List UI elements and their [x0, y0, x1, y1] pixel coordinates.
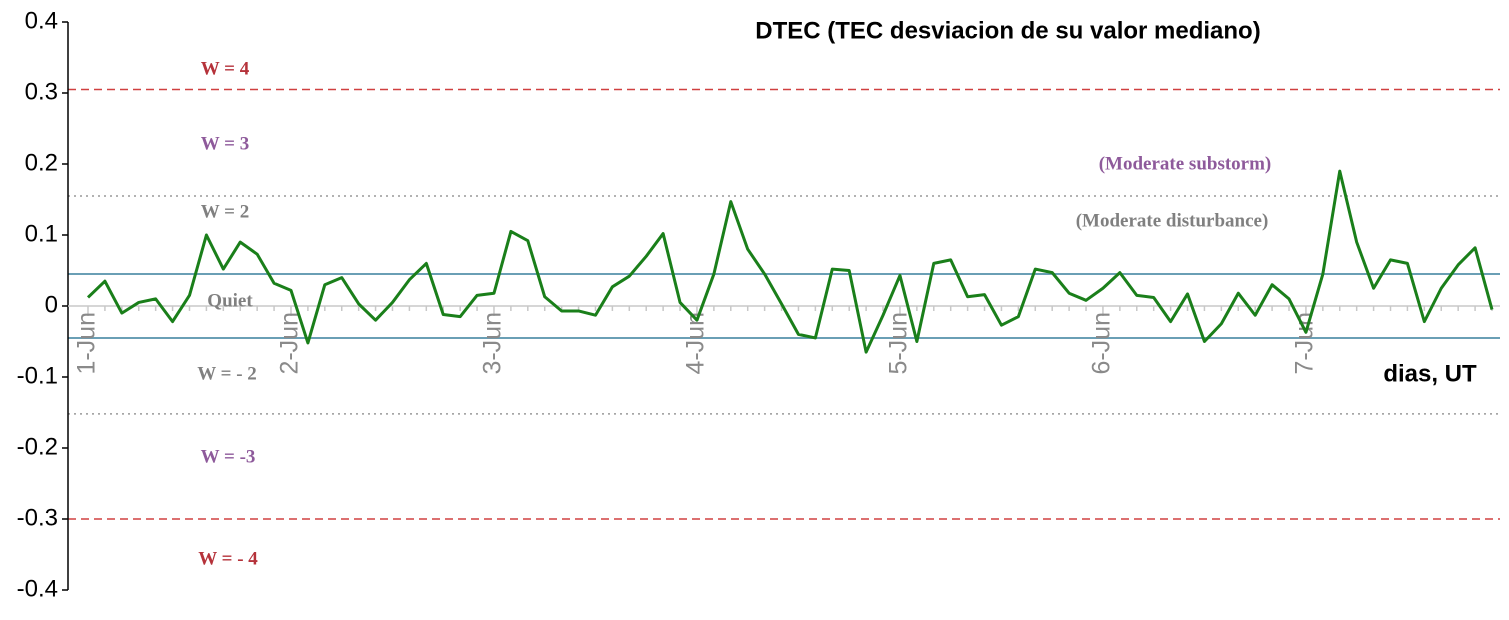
- y-tick-label: 0.2: [25, 149, 58, 176]
- annotation: (Moderate disturbance): [1076, 210, 1269, 231]
- x-axis-label: dias, UT: [1383, 360, 1477, 387]
- y-tick-label: -0.1: [17, 362, 58, 389]
- annotation: (Moderate substorm): [1099, 153, 1272, 174]
- y-tick-label: 0.1: [25, 220, 58, 247]
- annotation: W = 3: [201, 133, 249, 154]
- y-tick-label: 0.4: [25, 7, 58, 34]
- x-tick-label: 6-Jun: [1088, 312, 1116, 375]
- x-tick-label: 3-Jun: [479, 312, 507, 375]
- annotation: W = -3: [201, 446, 256, 467]
- annotation: W = - 4: [198, 548, 258, 569]
- x-tick-label: 1-Jun: [73, 312, 101, 375]
- annotation: Quiet: [207, 290, 253, 311]
- x-tick-label: 4-Jun: [682, 312, 710, 375]
- annotation: W = - 2: [197, 363, 257, 384]
- y-tick-label: -0.4: [17, 575, 58, 602]
- annotation: W = 2: [201, 201, 249, 222]
- x-tick-label: 2-Jun: [276, 312, 304, 375]
- annotation: W = 4: [201, 58, 250, 79]
- y-tick-label: 0: [45, 291, 58, 318]
- y-tick-label: -0.3: [17, 504, 58, 531]
- data-line: [86, 169, 1494, 354]
- y-tick-label: -0.2: [17, 433, 58, 460]
- x-tick-label: 7-Jun: [1291, 312, 1319, 375]
- y-tick-label: 0.3: [25, 78, 58, 105]
- x-tick-label: 5-Jun: [885, 312, 913, 375]
- chart-title: DTEC (TEC desviacion de su valor mediano…: [755, 17, 1260, 44]
